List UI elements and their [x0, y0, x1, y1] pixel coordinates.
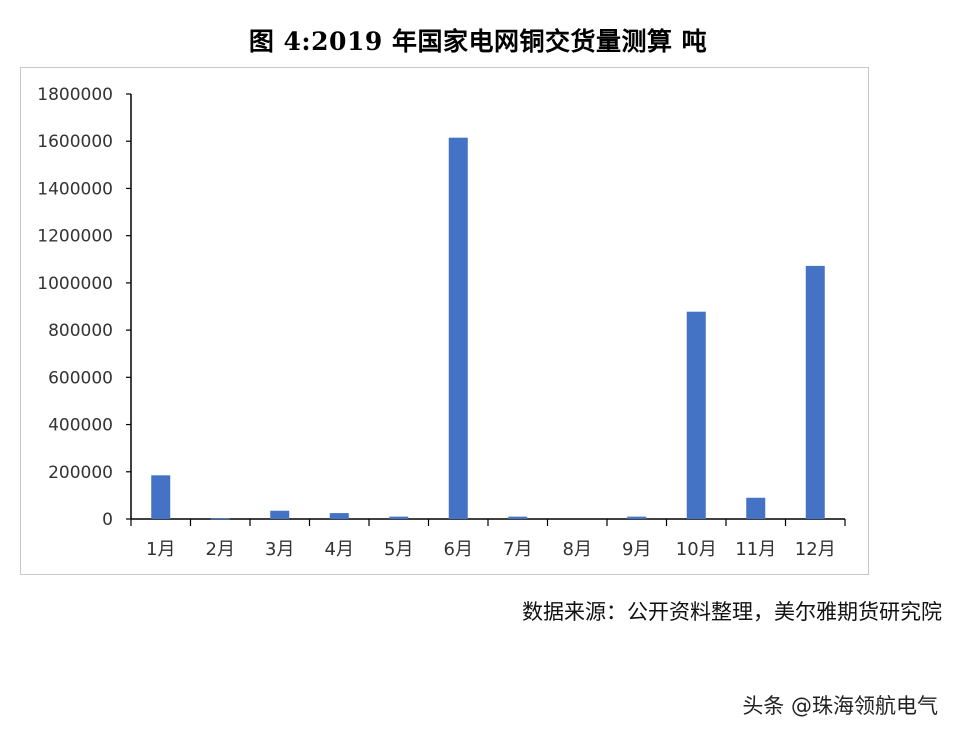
- bar-10月: [686, 311, 706, 519]
- x-tick-label: 4月: [325, 539, 354, 560]
- y-axis: 0 200000 400000 600000 800000 1000000 1200000 1…: [37, 85, 132, 530]
- x-tick-label: 10月: [676, 539, 717, 560]
- bar-4月: [329, 513, 349, 519]
- bar-11月: [746, 497, 766, 519]
- x-tick-label: 1月: [146, 539, 175, 560]
- bar-7月: [508, 516, 528, 519]
- y-tick-label: 1800000: [37, 85, 113, 105]
- x-tick-label: 9月: [622, 539, 651, 560]
- x-axis: 1月 2月 3月 4月 5月 6月 7月 8月 9月 10月 11月 12月: [130, 518, 846, 560]
- y-tick-label: 1400000: [37, 179, 113, 199]
- bar-2月: [210, 518, 230, 520]
- x-tick-label: 6月: [444, 539, 473, 560]
- x-tick-label: 2月: [206, 539, 235, 560]
- x-tick-label: 5月: [384, 539, 413, 560]
- bar-3月: [270, 510, 290, 519]
- x-tick-label: 7月: [503, 539, 532, 560]
- y-tick-label: 400000: [48, 416, 113, 436]
- source-note: 数据来源：公开资料整理，美尔雅期货研究院: [522, 600, 942, 624]
- x-tick-label: 12月: [795, 539, 836, 560]
- x-tick-label: 3月: [265, 539, 294, 560]
- x-tick-label: 8月: [563, 539, 592, 560]
- watermark: 头条 @珠海领航电气: [742, 694, 938, 718]
- bar-5月: [389, 516, 409, 519]
- x-tick-label: 11月: [735, 539, 776, 560]
- y-tick-label: 1000000: [37, 274, 113, 294]
- chart-title: 图 4:2019 年国家电网铜交货量测算 吨: [248, 27, 708, 56]
- bar-6月: [448, 137, 468, 520]
- bar-1月: [151, 475, 171, 519]
- y-tick-label: 0: [102, 510, 113, 530]
- bars: [151, 137, 825, 520]
- y-tick-label: 200000: [48, 463, 113, 483]
- y-tick-label: 1600000: [37, 132, 113, 152]
- y-tick-label: 800000: [48, 321, 113, 341]
- chart-frame: [20, 67, 869, 575]
- bar-12月: [805, 265, 825, 519]
- y-tick-label: 1200000: [37, 227, 113, 247]
- bar-9月: [627, 516, 647, 519]
- y-tick-label: 600000: [48, 368, 113, 388]
